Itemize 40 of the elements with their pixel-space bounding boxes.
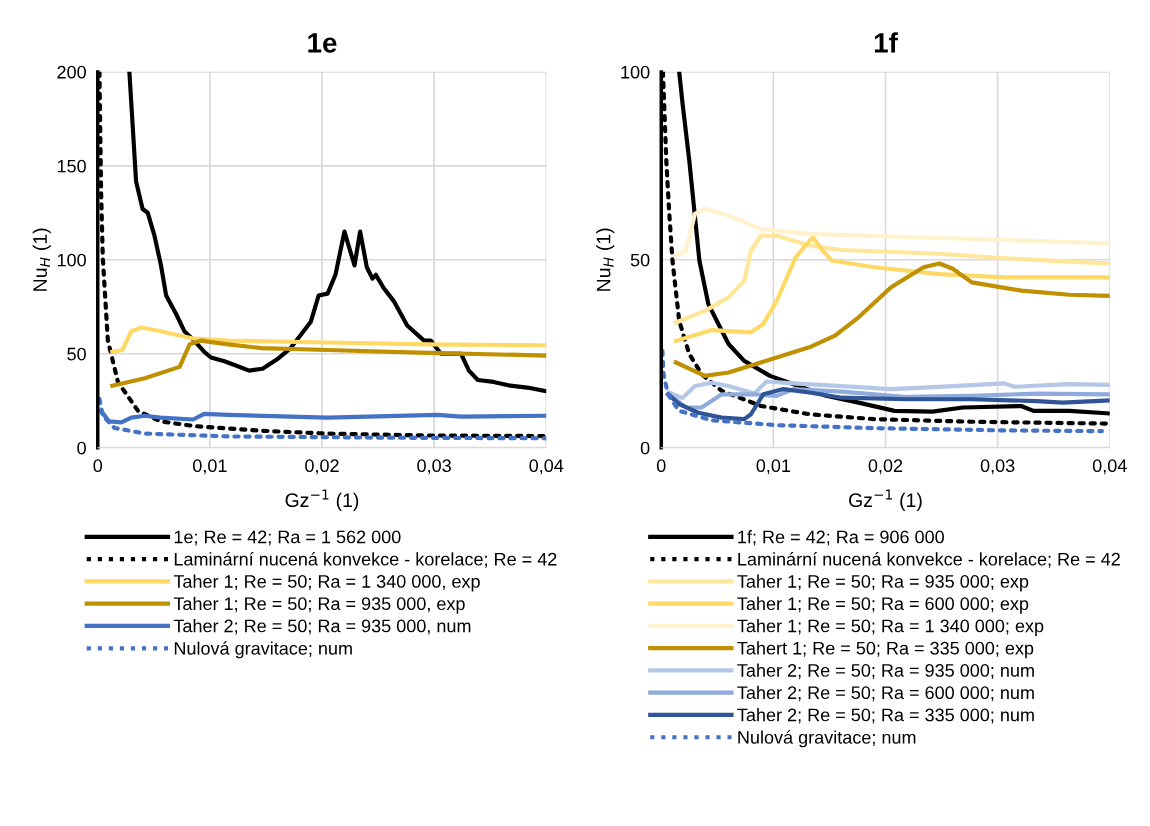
legend-label: Nulová gravitace; num [174, 641, 352, 659]
x-tick-label: 0,01 [756, 459, 791, 475]
legend-label: Taher 2; Re = 50; Ra = 935 000; num [737, 663, 1034, 679]
x-tick-label: 0,04 [1092, 459, 1127, 475]
legend-label: Taher 1; Re = 50; Ra = 1 340 000, exp [173, 574, 480, 592]
y-axis-title: Nu$_{H}$ (1) [32, 228, 51, 291]
legend-label: Taher 1; Re = 50; Ra = 1 340 000; exp [737, 619, 1044, 636]
legend-label: Tahert 1; Re = 50; Ra = 335 000; exp [737, 641, 1034, 659]
y-tick-label: 0 [640, 441, 650, 455]
x-tick-label: 0,02 [868, 459, 903, 475]
y-tick-label: 100 [621, 65, 650, 79]
legend-label: Laminární nucená konvekce - korelace; Re = 42 [738, 552, 1120, 568]
chart-title: 1e [308, 33, 337, 53]
x-tick-label: 0,04 [529, 459, 564, 475]
y-tick-label: 200 [57, 65, 86, 79]
legend-label: Taher 2; Re = 50; Ra = 600 000; num [737, 685, 1034, 702]
x-tick-label: 0,03 [417, 459, 451, 475]
x-tick-label: 0,03 [980, 459, 1015, 475]
x-tick-label: 0,01 [193, 459, 227, 475]
chart-title: 1f [874, 32, 898, 53]
y-tick-label: 50 [630, 253, 650, 267]
legend-label: Taher 2; Re = 50; Ra = 335 000; num [737, 708, 1034, 724]
y-tick-label: 0 [77, 441, 86, 455]
y-tick-label: 100 [57, 253, 86, 267]
legend-label: 1e; Re = 42; Ra = 1 562 000 [174, 530, 401, 546]
legend-label: Taher 1; Re = 50; Ra = 935 000; exp [737, 574, 1029, 592]
legend-label: 1f; Re = 42; Ra = 906 000 [738, 530, 944, 546]
legend-label: Laminární nucená konvekce - korelace; Re = 42 [174, 552, 557, 568]
x-tick-label: 0 [93, 459, 103, 473]
y-tick-label: 150 [57, 159, 86, 173]
x-axis-title: Gz$^{−1}$ (1) [285, 489, 359, 511]
x-tick-label: 0,02 [305, 459, 339, 475]
x-axis-title: Gz$^{−1}$ (1) [849, 489, 922, 511]
legend-label: Taher 1; Re = 50; Ra = 935 000, exp [173, 596, 465, 614]
x-tick-label: 0 [656, 459, 666, 473]
legend-label: Nulová gravitace; num [738, 730, 916, 748]
legend-label: Taher 1; Re = 50; Ra = 600 000; exp [737, 596, 1029, 614]
y-axis-title: Nu$_{H}$ (1) [596, 228, 615, 291]
legend-label: Taher 2; Re = 50; Ra = 935 000, num [173, 619, 471, 635]
y-tick-label: 50 [67, 347, 86, 361]
